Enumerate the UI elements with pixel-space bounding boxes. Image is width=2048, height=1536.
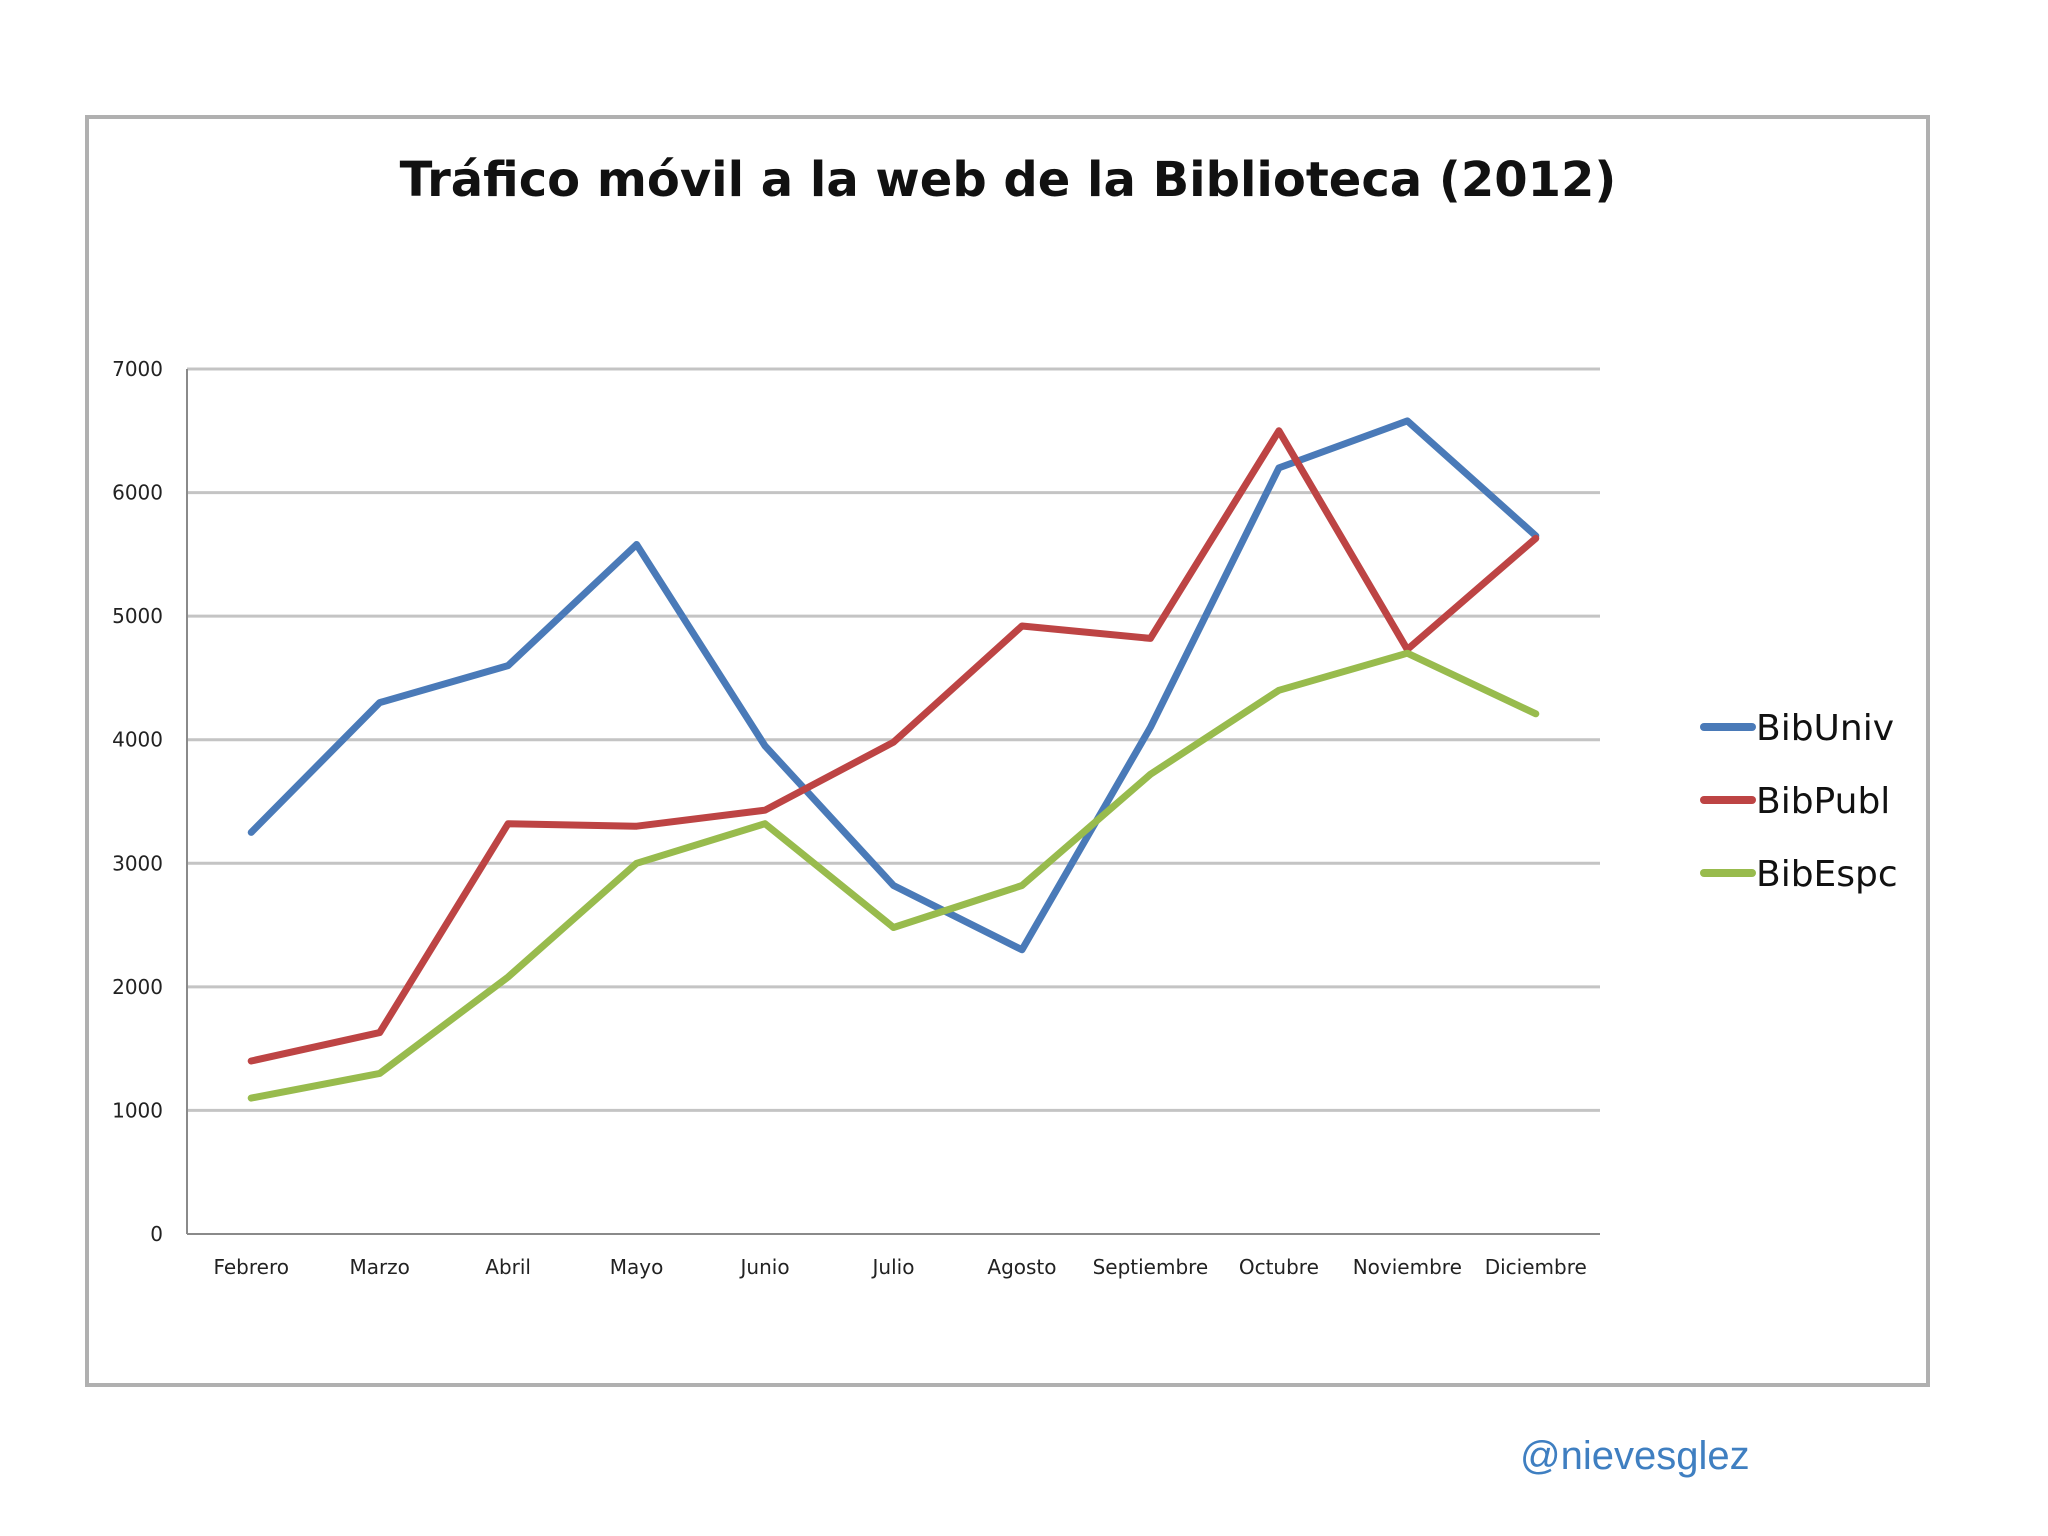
x-tick-label: Diciembre: [1485, 1255, 1587, 1279]
legend-label-bibpubl: BibPubl: [1756, 781, 1890, 822]
x-tick-labels: Febrero Marzo Abril Mayo Junio Julio Agosto Sep…: [213, 1255, 1586, 1279]
chart-frame: [85, 115, 1930, 1387]
legend: BibUniv BibPubl BibEspc: [1700, 708, 1898, 895]
x-tick-label: Mayo: [610, 1255, 664, 1279]
series-line-bibuniv: [247, 417, 1540, 954]
x-tick-label: Junio: [739, 1255, 790, 1279]
series-line-bibpubl: [247, 427, 1540, 1065]
x-tick-label: Octubre: [1239, 1255, 1319, 1279]
author-watermark: @nievesglez: [1520, 1434, 1750, 1478]
axes: [186, 369, 1600, 1235]
x-tick-label: Febrero: [213, 1255, 289, 1279]
x-tick-label: Noviembre: [1353, 1255, 1462, 1279]
grid-lines: [187, 367, 1600, 1112]
legend-label-bibespc: BibEspc: [1756, 854, 1898, 895]
x-tick-label: Abril: [485, 1255, 531, 1279]
y-tick-label: 2000: [112, 975, 163, 999]
y-tick-label: 6000: [112, 481, 163, 505]
y-tick-label: 1000: [112, 1098, 163, 1122]
y-tick-label: 3000: [112, 851, 163, 875]
legend-label-bibuniv: BibUniv: [1756, 708, 1894, 749]
y-tick-label: 0: [150, 1222, 163, 1246]
x-tick-label: Marzo: [349, 1255, 409, 1279]
series-lines: [247, 417, 1540, 1102]
x-tick-label: Agosto: [987, 1255, 1056, 1279]
series-line-bibespc: [247, 649, 1540, 1102]
chart-title: Tráfico móvil a la web de la Biblioteca …: [400, 152, 1617, 208]
y-tick-label: 5000: [112, 604, 163, 628]
x-tick-label: Julio: [871, 1255, 915, 1279]
y-tick-label: 7000: [112, 357, 163, 381]
x-tick-label: Septiembre: [1093, 1255, 1209, 1279]
y-tick-label: 4000: [112, 728, 163, 752]
y-tick-labels: 0 1000 2000 3000 4000 5000 6000 7000: [112, 357, 163, 1246]
